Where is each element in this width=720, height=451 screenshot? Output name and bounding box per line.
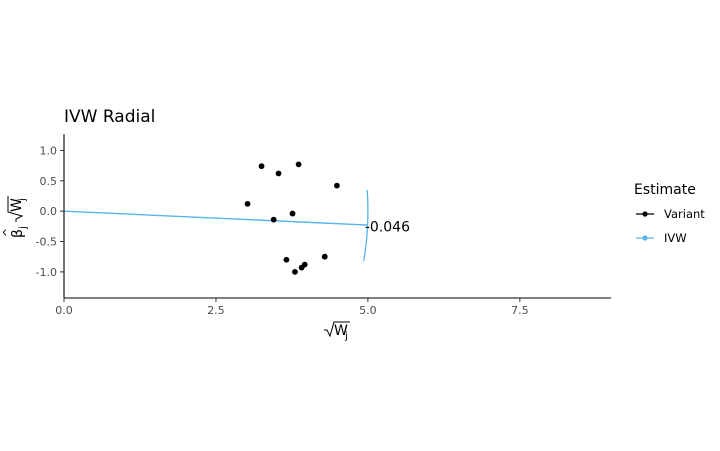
y-tick-label: 1.0: [40, 144, 58, 157]
y-axis-label-beta: β: [10, 229, 26, 238]
variant-point: [258, 163, 265, 170]
variant-point: [292, 268, 298, 275]
legend-entry-variant: Variant: [636, 207, 705, 221]
variant-point: [275, 170, 282, 177]
variant-point: [301, 261, 308, 268]
x-axis-ticks: 0.0 2.5 5.0 7.5: [55, 298, 529, 317]
y-axis-sqrt-sign: [7, 196, 24, 222]
chart-title: IVW Radial: [64, 107, 155, 127]
y-axis-label-j2: j: [17, 198, 28, 202]
x-axis-label-w: W: [334, 323, 348, 339]
ivw-arc: [363, 189, 369, 262]
x-tick-label: 5.0: [359, 304, 377, 317]
variant-point: [289, 210, 296, 217]
x-tick-label: 0.0: [55, 304, 73, 317]
y-tick-label: 0.0: [40, 205, 58, 218]
y-axis-label: β ^ j W j: [1, 196, 29, 238]
x-tick-label: 7.5: [511, 304, 529, 317]
variant-point: [295, 161, 302, 168]
y-tick-label: -1.0: [36, 266, 57, 279]
legend-label-ivw: IVW: [664, 231, 687, 245]
x-axis-label-j: j: [344, 331, 348, 342]
y-tick-label: 0.5: [40, 175, 58, 188]
legend-entry-ivw: IVW: [636, 231, 687, 245]
legend-title: Estimate: [634, 182, 696, 198]
x-tick-label: 2.5: [207, 304, 225, 317]
x-axis-sqrt-sign: [324, 321, 350, 338]
x-axis-label: W j: [324, 321, 350, 342]
variant-point: [333, 182, 340, 189]
y-axis-label-j1: j: [18, 226, 29, 230]
variant-point: [283, 256, 290, 263]
variant-point: [270, 216, 277, 223]
variant-point: [244, 200, 251, 207]
legend: Estimate Variant IVW: [634, 182, 705, 245]
y-axis-ticks: 1.0 0.5 0.0 -0.5 -1.0: [36, 144, 64, 279]
legend-label-variant: Variant: [664, 207, 705, 221]
ivw-line: [63, 210, 368, 226]
legend-ivw-key-point: [642, 235, 648, 241]
legend-variant-key-point: [642, 211, 648, 217]
y-axis-label-hat: ^: [1, 228, 14, 237]
plot-area: -0.046: [63, 161, 410, 275]
variant-point: [321, 253, 328, 260]
y-tick-label: -0.5: [36, 236, 57, 249]
y-axis-label-w: W: [9, 198, 25, 212]
ivw-estimate-label: -0.046: [365, 219, 410, 235]
